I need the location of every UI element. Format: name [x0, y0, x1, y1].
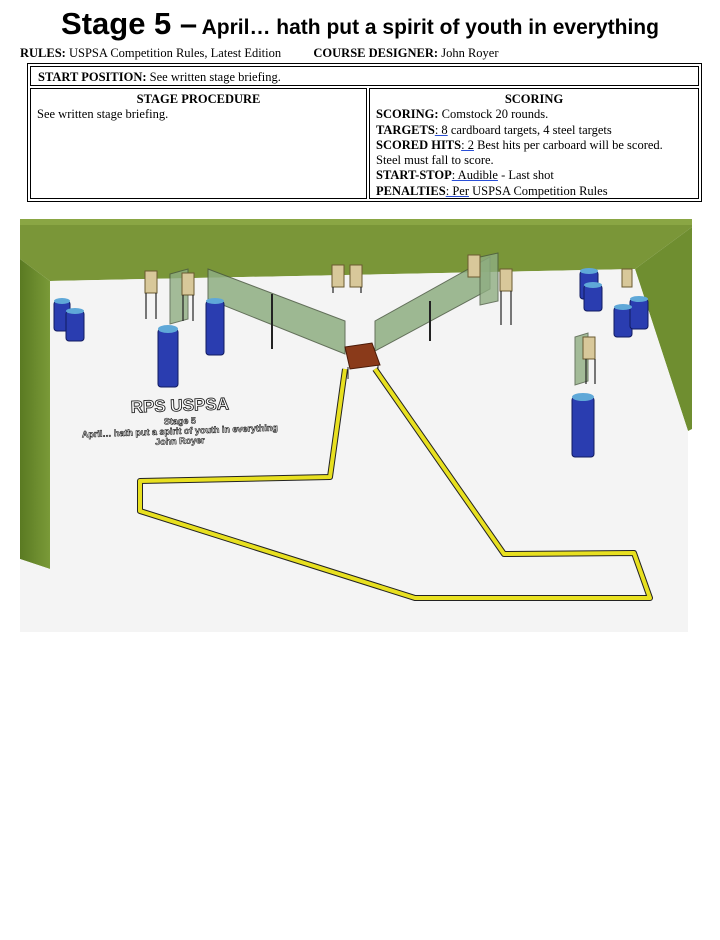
barrel-stacks [53, 268, 649, 458]
target-stands [145, 287, 596, 384]
targets-count: : 8 [434, 122, 448, 137]
page-title: Stage 5 – April… hath put a spirit of yo… [0, 6, 720, 42]
diagram-designer: John Royer [155, 435, 205, 447]
start-position-row: START POSITION: See written stage briefi… [30, 66, 699, 86]
start-table [344, 342, 381, 370]
procedure-text: See written stage briefing. [37, 107, 169, 121]
startstop-line: START-STOP: Audible - Last shot [376, 168, 692, 183]
hits-note: Steel must fall to score. [376, 153, 494, 168]
start-value: See written stage briefing. [149, 70, 281, 84]
hits-label: SCORED HITS [376, 137, 462, 152]
stage-number: Stage 5 – [61, 6, 198, 41]
left-berm [20, 259, 50, 569]
fault-lines [137, 367, 653, 601]
scoring-line: SCORING: Comstock 20 rounds. [376, 107, 692, 122]
club-label: RPS USPSA [130, 394, 229, 416]
start-label: START POSITION: [38, 70, 147, 84]
left-wall [207, 268, 346, 355]
range-floor [20, 269, 688, 632]
hits-value: Best hits per carboard will be scored. [477, 137, 663, 152]
startstop-label: START-STOP [376, 168, 452, 183]
penalties-value: USPSA Competition Rules [472, 183, 608, 198]
back-berm [20, 219, 692, 281]
stage-subtitle: April… hath put a spirit of youth in eve… [201, 16, 659, 39]
targets-label: TARGETS [376, 122, 435, 137]
back-berm-top [20, 219, 692, 225]
scoring-cell: SCORING SCORING: Comstock 20 rounds. TAR… [369, 88, 699, 199]
targets-line: TARGETS: 8 cardboard targets, 4 steel ta… [376, 123, 692, 138]
stage-diagram: RPS USPSA Stage 5 April… hath put a spir… [20, 219, 692, 632]
procedure-header: STAGE PROCEDURE [136, 92, 261, 106]
diagram-stage-label: Stage 5 [164, 415, 196, 426]
penalties-line: PENALTIES: Per USPSA Competition Rules [376, 184, 692, 199]
procedure-cell: STAGE PROCEDURE See written stage briefi… [30, 88, 367, 199]
rules-line: RULES: USPSA Competition Rules, Latest E… [20, 46, 499, 61]
scoring-header: SCORING [504, 92, 564, 106]
scoring-value: Comstock 20 rounds. [441, 107, 549, 122]
briefing-table: START POSITION: See written stage briefi… [27, 63, 702, 202]
vision-barrier-right [479, 252, 499, 306]
startstop-type: : Audible [451, 168, 498, 183]
penalties-label: PENALTIES [376, 183, 446, 198]
right-berm [635, 227, 692, 431]
designer-value: John Royer [441, 46, 499, 60]
targets-value: cardboard targets, 4 steel targets [450, 122, 612, 137]
penalties-per: : Per [445, 183, 469, 198]
rules-value: USPSA Competition Rules, Latest Edition [68, 46, 282, 60]
rules-label: RULES: [20, 46, 66, 60]
startstop-value: - Last shot [501, 168, 554, 183]
hits-line: SCORED HITS: 2 Best hits per carboard wi… [376, 138, 692, 153]
scoring-label: SCORING: [376, 107, 439, 122]
designer-label: COURSE DESIGNER: [313, 46, 439, 60]
hits-count: : 2 [461, 137, 474, 152]
cardboard-targets [144, 254, 633, 360]
